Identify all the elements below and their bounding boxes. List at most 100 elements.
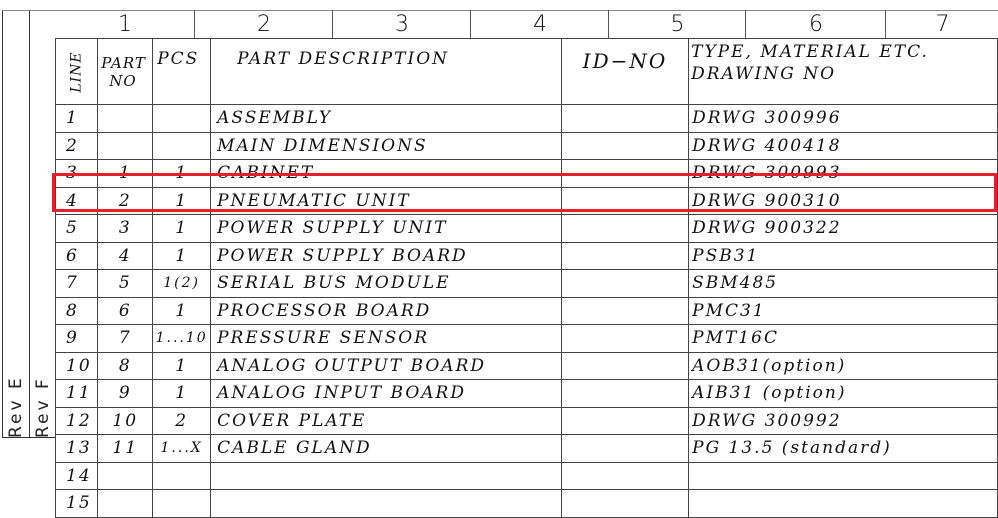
- cell-id-no: [560, 241, 690, 270]
- cell-part-no: 9: [97, 379, 154, 408]
- cell-line: 1: [54, 104, 99, 133]
- cell-line: 12: [54, 406, 99, 435]
- cell-type: DRWG 400418: [688, 131, 998, 160]
- cell-type: AIB31 (option): [688, 379, 998, 408]
- header-type-line1: TYPE, MATERIAL ETC.: [691, 42, 929, 62]
- table-row[interactable]: 2 MAIN DIMENSIONS DRWG 400418: [54, 131, 998, 160]
- cell-id-no: [560, 461, 690, 490]
- cell-part-no: [97, 131, 154, 160]
- cell-id-no: [560, 131, 690, 160]
- header-part-no-line2: NO: [109, 71, 137, 90]
- frame-line-left: [2, 10, 3, 438]
- cell-pcs: 1(2): [152, 269, 212, 298]
- cell-line: 10: [54, 351, 99, 380]
- cell-pcs: 1: [152, 241, 212, 270]
- cell-pcs: [152, 489, 212, 518]
- cell-pcs: 1: [152, 379, 212, 408]
- cell-part-no: 5: [97, 269, 154, 298]
- cell-type: AOB31(option): [688, 351, 998, 380]
- header-row: LINE PART NO PCS PART DESCRIPTION ID−NO T…: [54, 38, 998, 105]
- cell-type: SBM485: [688, 269, 998, 298]
- cell-description: COVER PLATE: [210, 406, 562, 435]
- cell-part-no: 4: [97, 241, 154, 270]
- cell-pcs: 1...X: [152, 434, 212, 463]
- cell-description: [210, 461, 562, 490]
- cell-pcs: [152, 104, 212, 133]
- cell-description: PROCESSOR BOARD: [210, 296, 562, 325]
- parts-list-table: LINE PART NO PCS PART DESCRIPTION ID−NO T…: [54, 38, 998, 518]
- cell-line: 6: [54, 241, 99, 270]
- frame-line-rev: [29, 10, 30, 438]
- highlight-box-row-4: [52, 173, 997, 212]
- column-number-6: 6: [745, 10, 886, 38]
- cell-type: PMT16C: [688, 324, 998, 353]
- header-type: TYPE, MATERIAL ETC. DRAWING NO: [688, 38, 998, 105]
- table-row[interactable]: 14: [54, 461, 998, 490]
- cell-description: SERIAL BUS MODULE: [210, 269, 562, 298]
- table-row[interactable]: 1 ASSEMBLY DRWG 300996: [54, 104, 998, 133]
- column-number-4: 4: [470, 10, 609, 38]
- cell-part-no: 7: [97, 324, 154, 353]
- cell-id-no: [560, 269, 690, 298]
- cell-id-no: [560, 406, 690, 435]
- cell-part-no: 6: [97, 296, 154, 325]
- cell-part-no: 3: [97, 214, 154, 243]
- cell-description: CABLE GLAND: [210, 434, 562, 463]
- cell-part-no: [97, 104, 154, 133]
- table-row[interactable]: 12 10 2 COVER PLATE DRWG 300992: [54, 406, 998, 435]
- cell-id-no: [560, 324, 690, 353]
- cell-id-no: [560, 351, 690, 380]
- cell-type: [688, 489, 998, 518]
- cell-description: PRESSURE SENSOR: [210, 324, 562, 353]
- table-row[interactable]: 8 6 1 PROCESSOR BOARD PMC31: [54, 296, 998, 325]
- table-row[interactable]: 7 5 1(2) SERIAL BUS MODULE SBM485: [54, 269, 998, 298]
- cell-id-no: [560, 434, 690, 463]
- cell-part-no: [97, 489, 154, 518]
- cell-pcs: [152, 131, 212, 160]
- cell-pcs: [152, 461, 212, 490]
- header-part-no-line1: PART: [101, 53, 146, 72]
- header-description: PART DESCRIPTION: [210, 38, 562, 105]
- table-row[interactable]: 6 4 1 POWER SUPPLY BOARD PSB31: [54, 241, 998, 270]
- table-row[interactable]: 15: [54, 489, 998, 518]
- revision-e: Rev E: [6, 375, 26, 438]
- table-row[interactable]: 5 3 1 POWER SUPPLY UNIT DRWG 900322: [54, 214, 998, 243]
- cell-line: 2: [54, 131, 99, 160]
- cell-id-no: [560, 489, 690, 518]
- cell-pcs: 2: [152, 406, 212, 435]
- cell-description: MAIN DIMENSIONS: [210, 131, 562, 160]
- cell-id-no: [560, 379, 690, 408]
- cell-part-no: 10: [97, 406, 154, 435]
- header-part-no: PART NO: [97, 38, 154, 105]
- header-pcs: PCS: [152, 38, 212, 105]
- cell-line: 5: [54, 214, 99, 243]
- table-row[interactable]: 11 9 1 ANALOG INPUT BOARD AIB31 (option): [54, 379, 998, 408]
- frame-line-top: [2, 10, 998, 11]
- cell-type: PSB31: [688, 241, 998, 270]
- cell-pcs: 1: [152, 351, 212, 380]
- cell-part-no: [97, 461, 154, 490]
- column-number-7: 7: [885, 10, 998, 38]
- cell-line: 14: [54, 461, 99, 490]
- column-number-1: 1: [118, 12, 132, 37]
- cell-pcs: 1: [152, 296, 212, 325]
- table-row[interactable]: 9 7 1...10 PRESSURE SENSOR PMT16C: [54, 324, 998, 353]
- cell-type: DRWG 300996: [688, 104, 998, 133]
- cell-type: DRWG 300992: [688, 406, 998, 435]
- cell-part-no: 11: [97, 434, 154, 463]
- cell-part-no: 8: [97, 351, 154, 380]
- cell-description: [210, 489, 562, 518]
- table-row[interactable]: 10 8 1 ANALOG OUTPUT BOARD AOB31(option): [54, 351, 998, 380]
- header-line-label: LINE: [68, 50, 85, 93]
- cell-id-no: [560, 104, 690, 133]
- column-number-5: 5: [608, 10, 746, 38]
- rev-box-bottom: [2, 437, 55, 438]
- header-id-no: ID−NO: [560, 38, 690, 105]
- header-line: LINE: [54, 38, 99, 105]
- cell-description: POWER SUPPLY UNIT: [210, 214, 562, 243]
- column-number-2: 2: [194, 10, 333, 38]
- header-type-line2: DRAWING NO: [691, 64, 837, 84]
- table-row[interactable]: 13 11 1...X CABLE GLAND PG 13.5 (standard): [54, 434, 998, 463]
- cell-pcs: 1: [152, 214, 212, 243]
- revision-f: Rev F: [33, 376, 53, 438]
